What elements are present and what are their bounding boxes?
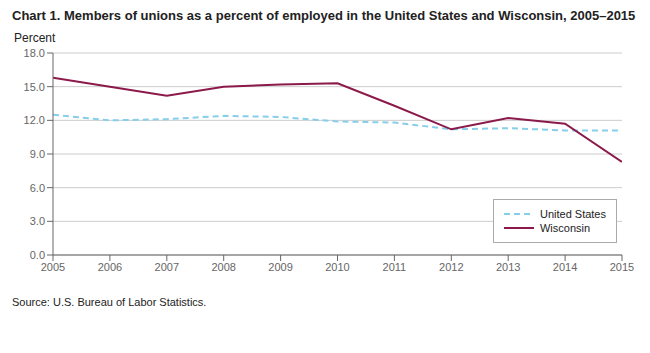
svg-text:15.0: 15.0 [24, 80, 45, 92]
svg-text:2012: 2012 [439, 261, 463, 273]
svg-text:2009: 2009 [268, 261, 292, 273]
html-text:United States: United States [540, 207, 606, 220]
svg-text:2006: 2006 [98, 261, 122, 273]
svg-text:2015: 2015 [610, 261, 634, 273]
svg-text:18.0: 18.0 [24, 47, 45, 59]
html-text:Source: U.S. Bureau of Labor S: Source: U.S. Bureau of Labor Statistics. [12, 295, 207, 308]
html-text:Chart 1. Members of unions as: Chart 1. Members of unions as a percent … [12, 8, 636, 23]
html-text:Wisconsin: Wisconsin [540, 221, 591, 234]
svg-text:9.0: 9.0 [30, 148, 45, 160]
svg-text:2007: 2007 [155, 261, 179, 273]
svg-text:2005: 2005 [41, 261, 65, 273]
svg-text:12.0: 12.0 [24, 114, 45, 126]
svg-text:2013: 2013 [496, 261, 520, 273]
svg-text:0.0: 0.0 [30, 249, 45, 261]
svg-text:2010: 2010 [325, 261, 349, 273]
svg-text:6.0: 6.0 [30, 181, 45, 193]
svg-text:2008: 2008 [211, 261, 235, 273]
html-text:Percent: Percent [14, 30, 56, 45]
svg-text:2011: 2011 [383, 261, 407, 273]
svg-text:2014: 2014 [553, 261, 577, 273]
svg-text:3.0: 3.0 [30, 215, 45, 227]
